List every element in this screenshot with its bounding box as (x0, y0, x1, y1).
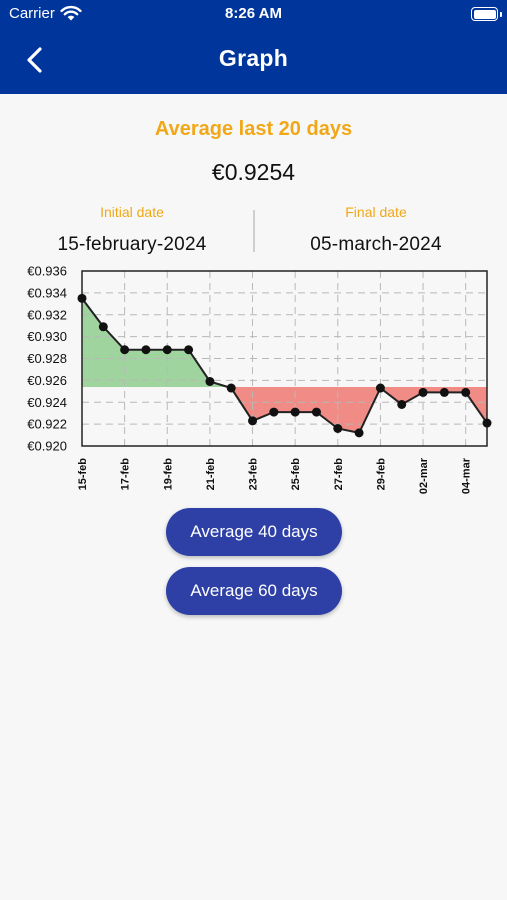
x-tick-label: 23-feb (248, 458, 260, 491)
x-tick-label: 29-feb (375, 458, 387, 491)
x-tick-label: 02-mar (418, 457, 430, 494)
data-point (98, 322, 108, 332)
y-tick-label: €0.936 (27, 264, 67, 279)
y-tick-label: €0.932 (27, 307, 67, 322)
data-point (248, 416, 258, 426)
data-point (482, 418, 492, 428)
average-60-days-button[interactable]: Average 60 days (166, 567, 342, 615)
data-point (461, 387, 471, 397)
data-point (120, 345, 130, 355)
initial-date-value: 15-february-2024 (57, 234, 207, 255)
data-point (77, 293, 87, 303)
data-point (269, 407, 279, 417)
plot-frame (81, 270, 488, 447)
final-date-label: Final date (345, 204, 407, 220)
y-tick-label: €0.920 (27, 439, 67, 454)
average-value: €0.9254 (211, 159, 296, 185)
x-tick-label: 04-mar (461, 457, 473, 494)
page-title: Graph (218, 45, 289, 71)
data-point (375, 383, 385, 393)
y-tick-label: €0.922 (27, 417, 67, 432)
area-above-average (82, 298, 228, 387)
average-title: Average last 20 days (154, 118, 353, 140)
y-tick-label: €0.934 (27, 285, 67, 300)
x-tick-label: 27-feb (333, 458, 345, 491)
data-point (226, 383, 236, 393)
data-point (311, 407, 321, 417)
battery-icon (471, 7, 502, 21)
x-tick-label: 25-feb (290, 458, 302, 491)
data-point (184, 345, 194, 355)
data-point (418, 387, 428, 397)
status-bar: Carrier 8:26 AM (0, 0, 507, 28)
wifi-icon (60, 5, 82, 21)
data-point (354, 428, 364, 438)
price-chart: €0.936 €0.934 €0.932 €0.930 €0.928 €0.926 €0.9… (27, 264, 492, 494)
data-point (290, 407, 300, 417)
x-tick-label: 19-feb (162, 458, 174, 491)
y-tick-label: €0.926 (27, 373, 67, 388)
date-divider (253, 210, 255, 252)
clock: 8:26 AM (225, 5, 282, 22)
final-date-value: 05-march-2024 (310, 234, 442, 255)
data-point (439, 387, 449, 397)
y-tick-label: €0.930 (27, 329, 67, 344)
area-below-average (82, 386, 487, 433)
navigation-bar: Carrier 8:26 AM Graph (0, 0, 507, 94)
x-tick-label: 17-feb (120, 458, 132, 491)
data-point (205, 376, 215, 386)
y-tick-label: €0.928 (27, 351, 67, 366)
y-tick-label: €0.924 (27, 395, 67, 410)
x-tick-label: 21-feb (205, 458, 217, 491)
initial-date-label: Initial date (100, 204, 164, 220)
average-40-days-button[interactable]: Average 40 days (166, 508, 342, 556)
back-button[interactable] (20, 44, 50, 76)
data-point (141, 345, 151, 355)
data-point (162, 345, 172, 355)
carrier-label: Carrier (9, 5, 55, 22)
data-point (333, 424, 343, 433)
x-tick-label: 15-feb (77, 458, 89, 491)
data-point (397, 399, 407, 409)
